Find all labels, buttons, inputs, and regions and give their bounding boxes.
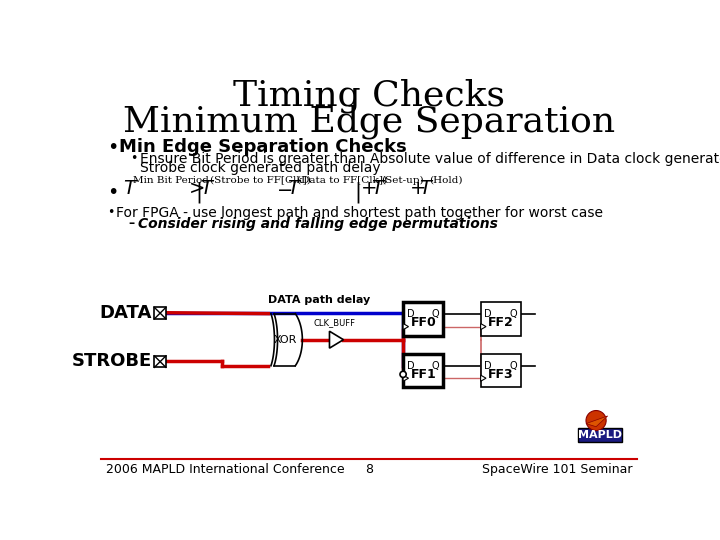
Text: $T$: $T$: [200, 180, 215, 198]
Text: •: •: [130, 152, 138, 165]
Text: (Hold): (Hold): [429, 176, 463, 185]
Text: •: •: [107, 138, 118, 157]
Bar: [481, 302, 521, 336]
Text: DATA path delay: DATA path delay: [268, 295, 370, 305]
Text: FF3: FF3: [488, 368, 513, 381]
Text: 8: 8: [365, 463, 373, 476]
Text: Consider rising and falling edge permutations: Consider rising and falling edge permuta…: [138, 217, 498, 231]
Text: XOR: XOR: [274, 335, 297, 345]
Text: $+$: $+$: [361, 180, 377, 198]
Text: $T$: $T$: [122, 180, 138, 198]
Text: $-$: $-$: [276, 180, 292, 198]
Text: D: D: [485, 309, 492, 319]
Text: Strobe clock generated path delay: Strobe clock generated path delay: [140, 161, 380, 175]
Bar: [154, 307, 166, 319]
Text: Timing Checks: Timing Checks: [233, 79, 505, 113]
Polygon shape: [481, 375, 486, 381]
Text: $|$: $|$: [354, 180, 360, 205]
Text: For FPGA - use longest path and shortest path together for worst case: For FPGA - use longest path and shortest…: [117, 206, 603, 220]
Text: 2006 MAPLD International Conference: 2006 MAPLD International Conference: [106, 463, 344, 476]
Polygon shape: [586, 416, 608, 427]
Text: $T$: $T$: [287, 180, 302, 198]
Text: (Set-up): (Set-up): [381, 176, 423, 185]
Text: D: D: [407, 309, 415, 319]
Bar: [154, 356, 166, 367]
Text: FF0: FF0: [410, 316, 436, 329]
Text: D: D: [407, 361, 415, 371]
Text: (Strobe to FF[Clk]): (Strobe to FF[Clk]): [210, 176, 311, 185]
Text: $>$: $>$: [184, 180, 204, 198]
Bar: [481, 354, 521, 387]
Text: MAPLD: MAPLD: [578, 430, 622, 440]
Bar: [578, 428, 621, 442]
Text: $|$: $|$: [194, 180, 201, 205]
Text: Q: Q: [510, 361, 517, 371]
Text: $+$: $+$: [409, 180, 426, 198]
Text: (Data to FF[Clk]): (Data to FF[Clk]): [297, 176, 387, 185]
Text: Minimum Edge Separation: Minimum Edge Separation: [123, 105, 615, 139]
Text: $T$: $T$: [419, 180, 435, 198]
Text: FF1: FF1: [410, 368, 436, 381]
Bar: [403, 302, 444, 336]
Text: CLK_BUFF: CLK_BUFF: [313, 319, 355, 327]
Text: D: D: [485, 361, 492, 371]
Text: FF2: FF2: [488, 316, 513, 329]
Polygon shape: [481, 323, 486, 330]
Text: SpaceWire 101 Seminar: SpaceWire 101 Seminar: [482, 463, 632, 476]
Text: Min Edge Separation Checks: Min Edge Separation Checks: [120, 138, 408, 156]
Text: Ensure Bit Period is greater than Absolute value of difference in Data clock gen: Ensure Bit Period is greater than Absolu…: [140, 152, 720, 166]
Text: –: –: [129, 217, 135, 230]
Bar: [403, 354, 444, 387]
Text: Q: Q: [432, 309, 439, 319]
Text: DATA: DATA: [99, 303, 152, 322]
Text: $T$: $T$: [371, 180, 386, 198]
Polygon shape: [403, 375, 408, 381]
Text: Min Bit Period: Min Bit Period: [132, 176, 209, 185]
Text: •: •: [107, 183, 118, 201]
Circle shape: [400, 372, 406, 377]
Text: •: •: [107, 206, 114, 219]
Text: STROBE: STROBE: [72, 352, 152, 370]
Text: Q: Q: [510, 309, 517, 319]
Text: Q: Q: [432, 361, 439, 371]
Polygon shape: [330, 331, 343, 348]
Circle shape: [586, 410, 606, 430]
Polygon shape: [403, 323, 408, 330]
